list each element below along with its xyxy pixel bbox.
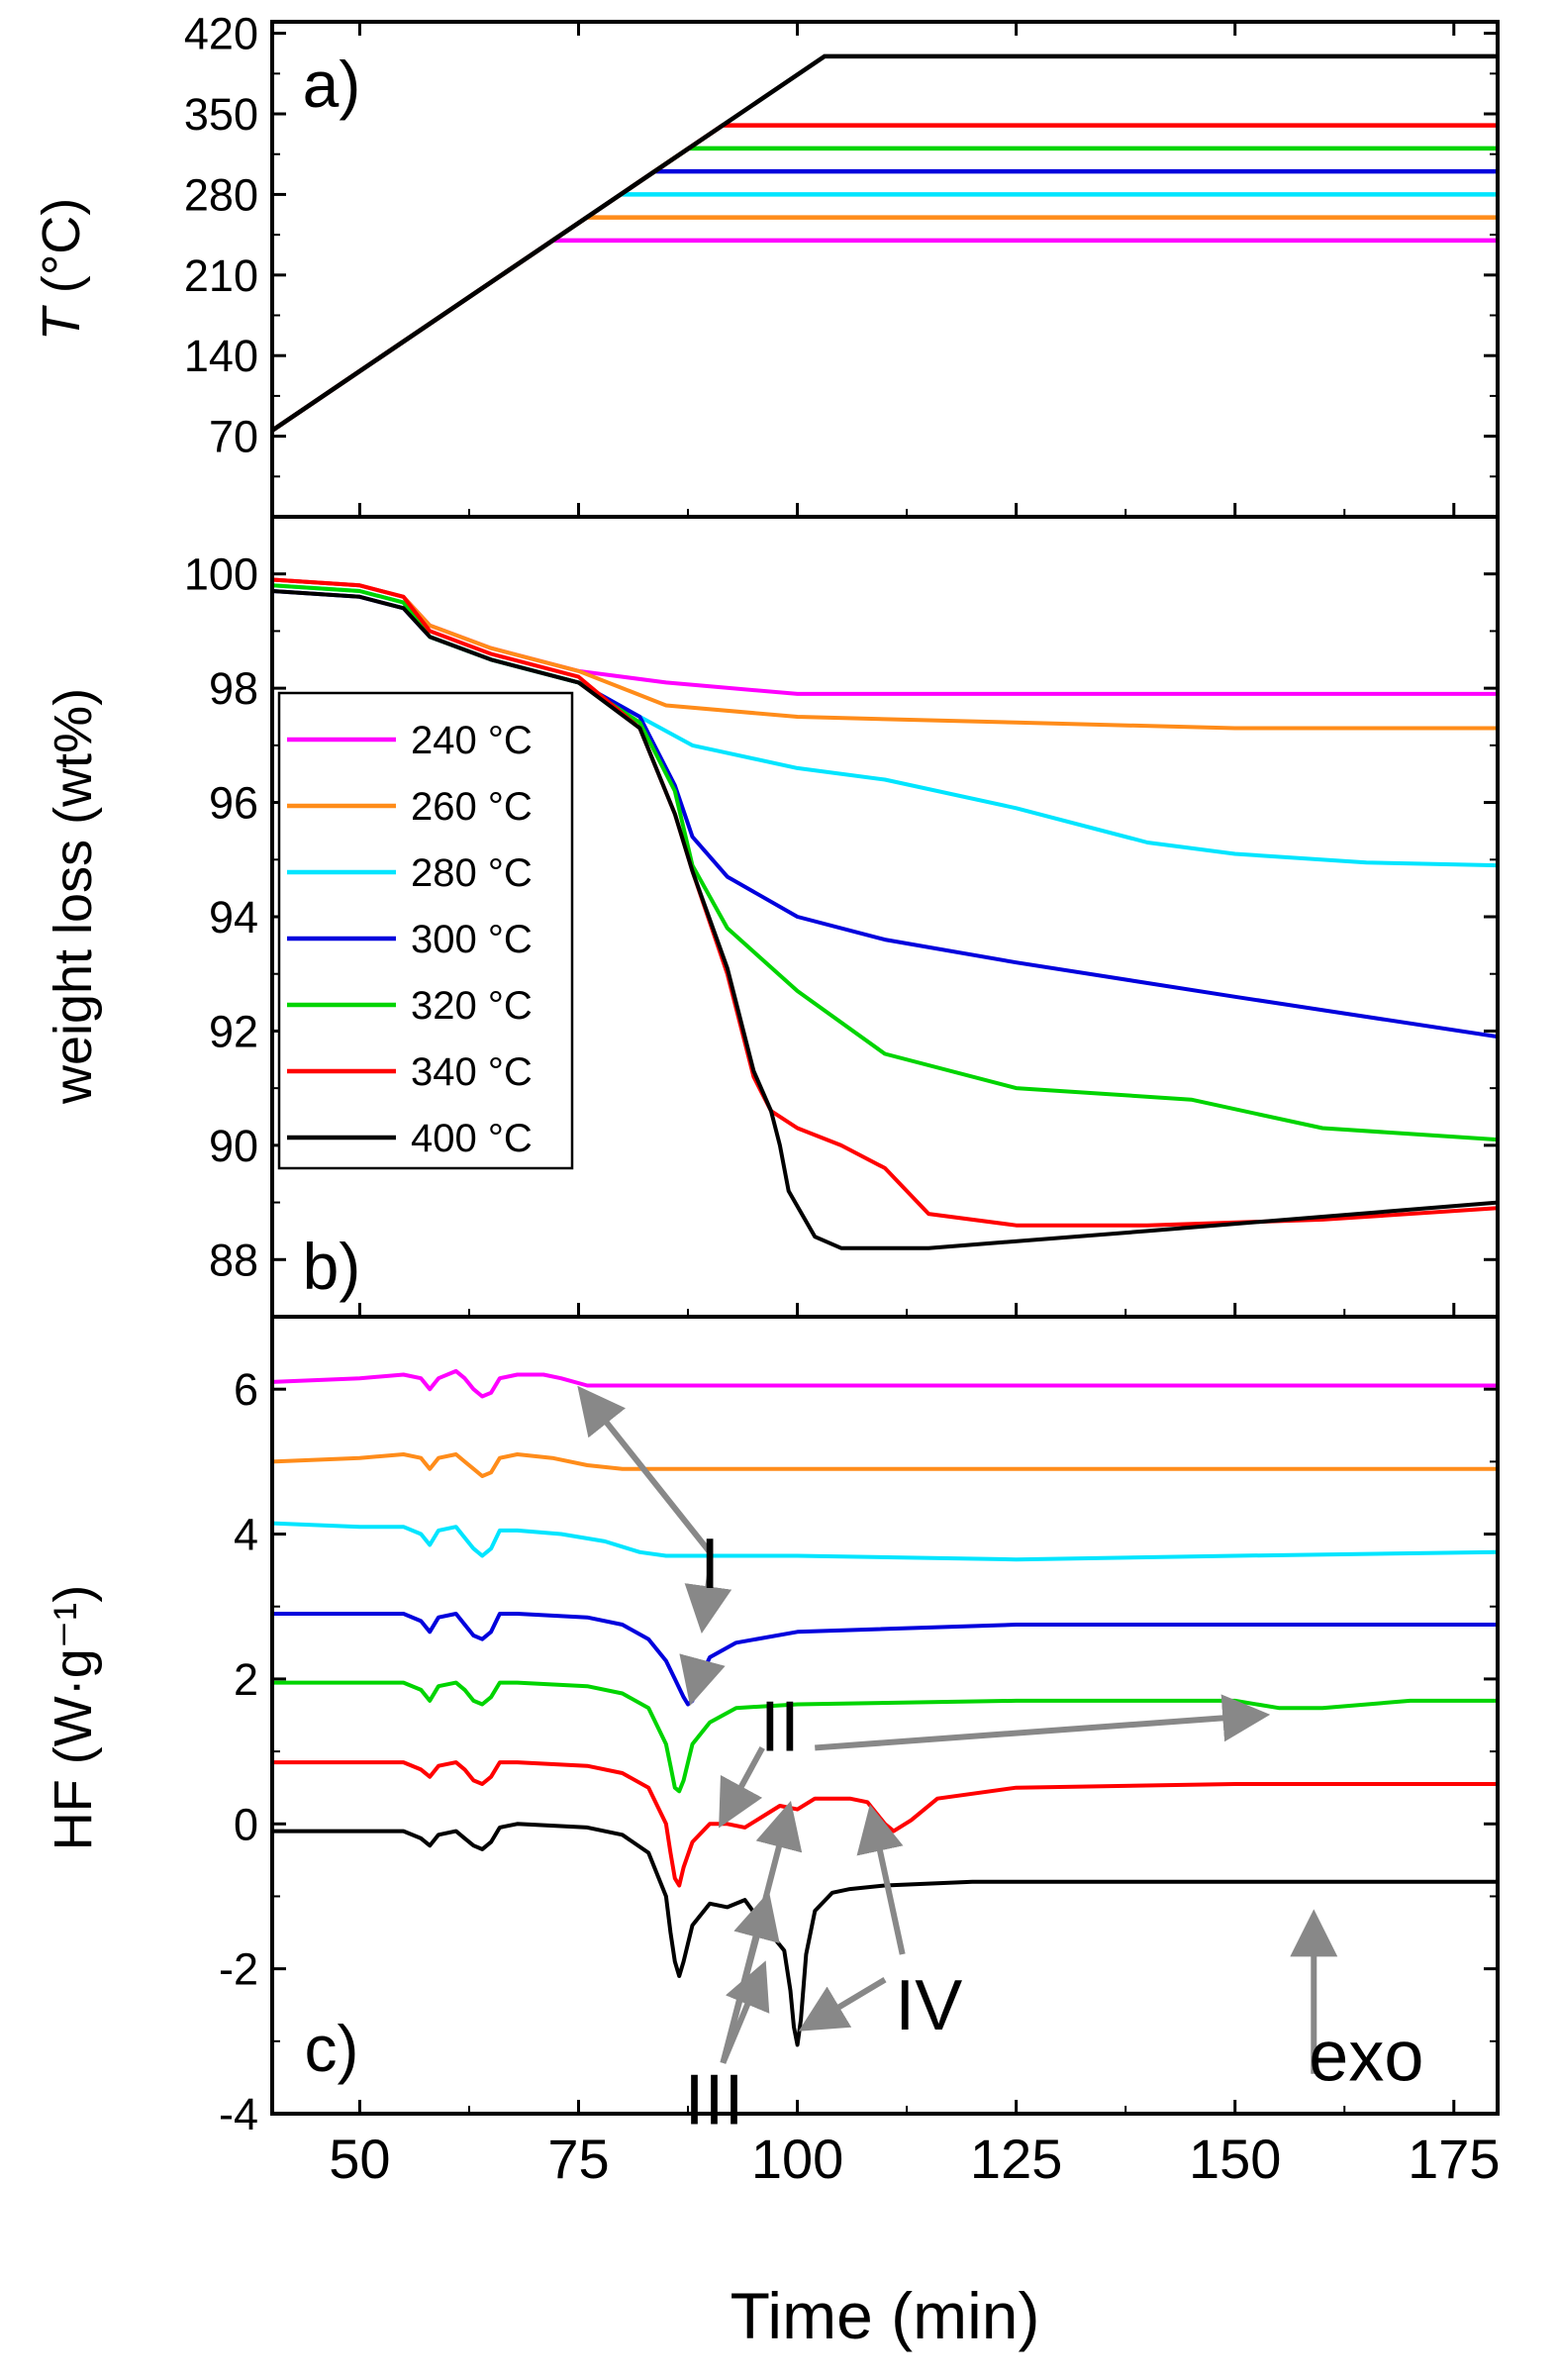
hf-series-4 (272, 1680, 1498, 1794)
annotation-arrow (679, 1653, 726, 1706)
y-tick-label: 420 (184, 9, 258, 59)
temperature-lines (272, 53, 1498, 433)
y-axis-label-c: HF (W·g⁻¹) (44, 1585, 103, 1850)
legend: 240 °C 260 °C 280 °C 300 °C 320 °C 340 °C 400 … (277, 691, 574, 1170)
y-tick-label: 94 (209, 892, 258, 942)
panel-label-b: b) (303, 1230, 361, 1303)
y-tick-label: 88 (209, 1235, 258, 1285)
legend-label: 280 °C (411, 851, 533, 895)
x-tick-label: 75 (547, 2128, 609, 2190)
hf-series-0 (272, 1368, 1498, 1399)
y-axis-label-a: T (°C) (32, 198, 91, 342)
temp-series-240 (272, 238, 1498, 433)
annotation-arrow (577, 1385, 713, 1554)
shared-x-axis: 50 75 100 125 150 175 Time (min) (329, 2128, 1500, 2352)
y-tick-label: 90 (209, 1121, 258, 1171)
annotation-iii: III (685, 2060, 744, 2139)
y-tick-label: 350 (184, 89, 258, 140)
y-tick-label: 210 (184, 250, 258, 301)
temp-series-260 (272, 215, 1498, 433)
annotation-arrow (815, 1694, 1271, 1751)
annotation-arrow (856, 1804, 906, 1955)
x-tick-label: 125 (970, 2128, 1062, 2190)
y-tick-label: 92 (209, 1006, 258, 1056)
annotation-exo: exo (1309, 2017, 1423, 2096)
y-tick-label: 2 (234, 1654, 258, 1705)
y-label-unit: (°C) (32, 198, 91, 309)
annotation-arrow (719, 1745, 765, 1829)
panel-label-a: a) (303, 48, 361, 121)
annotation-iv: IV (895, 1966, 962, 2045)
hf-series-3 (272, 1612, 1498, 1707)
panel-b-weight-loss: 88 90 92 94 96 98 100 b) weight loss (wt%) 240 °C… (44, 515, 1500, 1319)
y-tick-label: 280 (184, 169, 258, 220)
legend-label: 300 °C (411, 918, 533, 961)
y-tick-label: 6 (234, 1364, 258, 1415)
y-tick-label: 70 (209, 412, 258, 462)
annotation-ii: II (760, 1687, 800, 1766)
annotation-arrow (684, 1573, 732, 1634)
y-tick-label: 100 (184, 549, 258, 600)
hf-series-6 (272, 1822, 1498, 2047)
y-tick-label: -2 (219, 1944, 258, 1995)
x-tick-label: 100 (751, 2128, 843, 2190)
legend-label: 260 °C (411, 785, 533, 829)
panel-c-frame (270, 1315, 1500, 2116)
temp-series-400 (272, 53, 1498, 433)
weight-series-6 (272, 589, 1498, 1250)
temp-series-320 (272, 146, 1498, 433)
weight-loss-lines (272, 577, 1498, 1250)
panel-label-c: c) (305, 2012, 359, 2085)
temp-series-280 (272, 192, 1498, 433)
panel-a-frame (270, 20, 1500, 519)
legend-label: 320 °C (411, 984, 533, 1028)
annotation-i: I (700, 1525, 720, 1604)
x-axis-label: Time (min) (730, 2279, 1040, 2352)
x-tick-label: 50 (329, 2128, 390, 2190)
annotation-arrows (577, 1385, 1338, 2074)
x-tick-label: 150 (1189, 2128, 1281, 2190)
annotation-arrow (798, 1977, 887, 2032)
legend-label: 340 °C (411, 1050, 533, 1094)
legend-label: 400 °C (411, 1117, 533, 1160)
hf-series-1 (272, 1452, 1498, 1478)
x-tick-label: 175 (1408, 2128, 1500, 2190)
y-tick-label: 140 (184, 331, 258, 381)
y-tick-label: 98 (209, 663, 258, 714)
y-tick-label: 0 (234, 1799, 258, 1849)
temp-series-300 (272, 168, 1498, 433)
legend-box (277, 691, 574, 1170)
y-tick-label: -4 (219, 2089, 258, 2139)
y-axis-label-b: weight loss (wt%) (44, 688, 103, 1105)
y-tick-label: 4 (234, 1510, 258, 1560)
hf-series-2 (272, 1521, 1498, 1562)
y-label-italic-t: T (32, 304, 91, 341)
annotation-arrow (720, 1960, 770, 2064)
panel-a-temperature: 70 140 210 280 350 420 a) T (°C) (32, 9, 1500, 519)
y-tick-label: 96 (209, 778, 258, 829)
legend-label: 240 °C (411, 719, 533, 762)
